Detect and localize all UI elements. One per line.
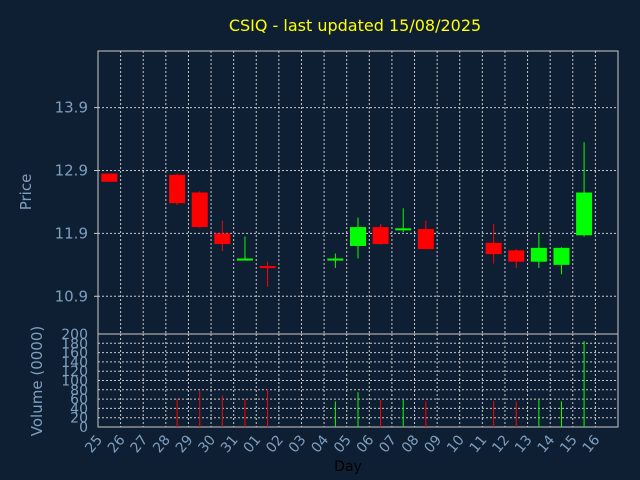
- x-tick-label: 01: [241, 432, 265, 456]
- candle-body: [327, 258, 344, 261]
- candle-body: [236, 258, 253, 261]
- candle-body: [372, 227, 389, 245]
- volume-tick-label: 20: [70, 411, 88, 427]
- x-tick-label: 16: [580, 432, 604, 456]
- volume-tick-label: 40: [70, 401, 88, 417]
- x-tick-label: 03: [286, 432, 310, 456]
- volume-tick-label: 160: [61, 346, 88, 362]
- candle-body: [553, 247, 570, 265]
- volume-bar: [583, 340, 585, 427]
- x-tick-label: 11: [467, 432, 491, 456]
- candle-body: [214, 233, 231, 245]
- x-tick-label: 06: [354, 432, 378, 456]
- volume-bar: [357, 392, 359, 427]
- volume-bar: [515, 401, 517, 427]
- x-tick-label: 05: [331, 432, 355, 456]
- candle-body: [191, 192, 208, 228]
- candle-body: [259, 266, 276, 269]
- candle-body: [169, 174, 186, 204]
- price-tick-label: 11.9: [55, 224, 88, 242]
- candle-body: [508, 250, 525, 262]
- volume-axis-label: Volume (0000): [28, 326, 46, 436]
- volume-bar: [199, 390, 201, 427]
- volume-bar: [334, 401, 336, 427]
- x-tick-label: 04: [308, 432, 332, 456]
- volume-bar: [425, 401, 427, 427]
- candle-body: [530, 247, 547, 262]
- volume-bar: [176, 399, 178, 427]
- x-tick-label: 02: [263, 432, 287, 456]
- volume-tick-label: 100: [61, 374, 88, 390]
- volume-bar: [380, 400, 382, 427]
- volume-tick-label: 180: [61, 336, 88, 352]
- volume-tick-label: 200: [61, 327, 88, 343]
- candle-body: [576, 192, 593, 236]
- volume-tick-label: 60: [70, 392, 88, 408]
- volume-tick-label: 120: [61, 364, 88, 380]
- volume-panel: 0204060801001201401601802002526272829303…: [61, 327, 619, 456]
- price-tick-label: 10.9: [55, 287, 88, 305]
- x-tick-label: 26: [105, 432, 129, 456]
- candle-body: [417, 228, 434, 250]
- volume-tick-label: 140: [61, 355, 88, 371]
- candle-body: [395, 228, 412, 231]
- x-tick-label: 14: [535, 432, 559, 456]
- volume-bar: [402, 400, 404, 427]
- price-panel: 10.9 11.9 12.9 13.9: [55, 50, 619, 335]
- volume-bar: [560, 401, 562, 427]
- x-tick-label: 08: [399, 432, 423, 456]
- volume-bar: [267, 388, 269, 427]
- x-tick-label: 10: [444, 432, 468, 456]
- x-tick-label: 28: [150, 432, 174, 456]
- volume-tick-label: 80: [70, 383, 88, 399]
- chart-title: CSIQ - last updated 15/08/2025: [229, 16, 481, 35]
- candle-body: [350, 227, 366, 246]
- volume-tick-label: 0: [79, 420, 88, 436]
- x-tick-label: 13: [512, 432, 536, 456]
- volume-bar: [493, 400, 495, 427]
- x-tick-label: 15: [557, 432, 581, 456]
- price-axis-label: Price: [17, 174, 35, 211]
- x-tick-label: 07: [376, 432, 400, 456]
- x-tick-label: 31: [218, 432, 242, 456]
- x-tick-label: 29: [173, 432, 197, 456]
- candle-body: [485, 242, 502, 255]
- x-tick-label: 09: [421, 432, 445, 456]
- volume-bar: [244, 399, 246, 427]
- x-tick-label: 12: [489, 432, 513, 456]
- price-tick-label: 13.9: [55, 99, 88, 117]
- volume-bar: [538, 399, 540, 427]
- price-tick-label: 12.9: [55, 161, 88, 179]
- volume-bar: [221, 395, 223, 427]
- x-axis-label: Day: [334, 459, 362, 475]
- x-tick-label: 30: [195, 432, 219, 456]
- candle-body: [101, 173, 118, 182]
- x-tick-label: 27: [128, 432, 152, 456]
